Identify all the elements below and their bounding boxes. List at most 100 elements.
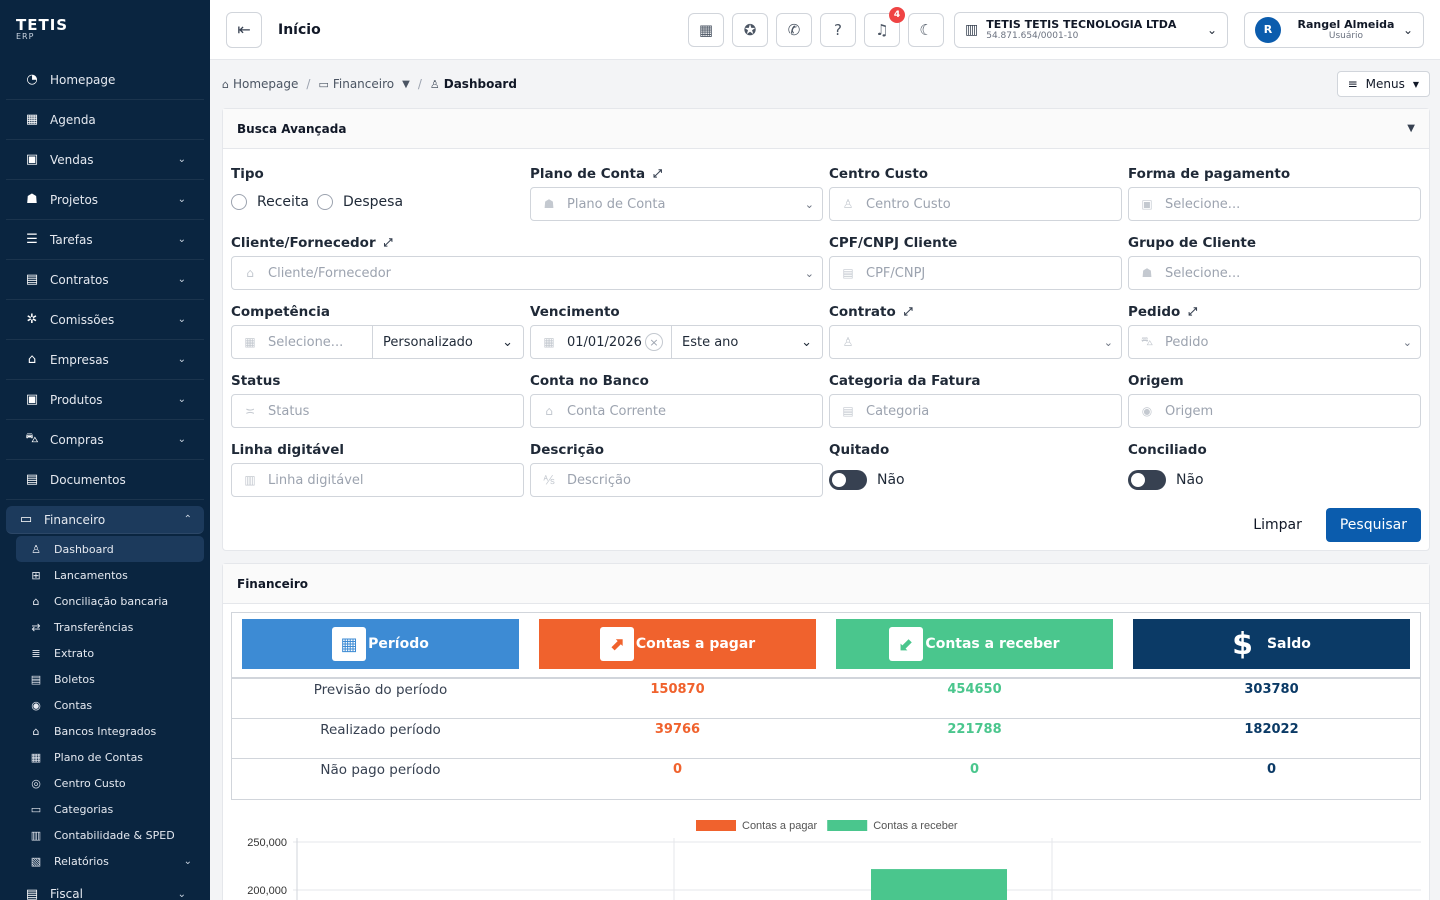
sidebar-subitem-relat-rios[interactable]: ▧ Relatórios ⌄ xyxy=(16,848,204,874)
legend-swatch xyxy=(696,820,736,831)
expand-icon[interactable]: ⤢ xyxy=(1188,305,1198,318)
field-label: Forma de pagamento xyxy=(1128,166,1291,182)
field-centro-custo: Centro Custo ♙ Centro Custo xyxy=(829,161,1122,230)
sidebar-subitem-centro-custo[interactable]: ◎ Centro Custo xyxy=(16,770,204,796)
competencia-date-input[interactable]: ▦ Selecione... xyxy=(232,326,373,358)
sidebar-subitem-lancamentos[interactable]: ⊞ Lancamentos xyxy=(16,562,204,588)
sidebar-item-vendas[interactable]: ▣ Vendas ⌄ xyxy=(6,140,204,180)
help-button[interactable]: ? xyxy=(820,12,856,47)
grupo-cliente-select[interactable]: ☗ Selecione... xyxy=(1128,256,1421,290)
field-conciliado: Conciliado Não xyxy=(1128,437,1421,506)
legend-swatch xyxy=(827,820,868,831)
field-label: Centro Custo xyxy=(829,166,929,182)
home-icon: ⌂ xyxy=(222,77,229,91)
field-cliente-fornecedor: Cliente/Fornecedor ⤢ ⌂ Cliente/Fornecedor ⌄ xyxy=(231,230,823,299)
plano-conta-select[interactable]: ☗ Plano de Conta ⌄ xyxy=(530,187,823,221)
sidebar-item-comiss-es[interactable]: ✲ Comissões ⌄ xyxy=(6,300,204,340)
advanced-search-header[interactable]: Busca Avançada ▼ xyxy=(223,109,1429,149)
company-selector[interactable]: ▥ TETIS TETIS TECNOLOGIA LTDA 54.871.654… xyxy=(954,11,1228,48)
expand-icon[interactable]: ⤢ xyxy=(903,305,913,318)
sidebar-subitem-bancos-integrados[interactable]: ⌂ Bancos Integrados xyxy=(16,718,204,744)
vencimento-date-input[interactable]: ▦ 01/01/2026 × xyxy=(531,326,672,358)
sidebar-item-projetos[interactable]: ☗ Projetos ⌄ xyxy=(6,180,204,220)
text-icon: ⅍ xyxy=(543,473,555,487)
barcode-icon: ▥ xyxy=(244,473,256,487)
breadcrumb-section[interactable]: Financeiro xyxy=(332,77,395,91)
sidebar-subitem-transfer-ncias[interactable]: ⇄ Transferências xyxy=(16,614,204,640)
sidebar-subitem-concilia-o-bancaria[interactable]: ⌂ Conciliação bancaria xyxy=(16,588,204,614)
sidebar-subitem-extrato[interactable]: ≣ Extrato xyxy=(16,640,204,666)
status-select[interactable]: ≍ Status xyxy=(231,394,524,428)
dashboard-icon: ◔ xyxy=(26,72,38,87)
sidebar-item-agenda[interactable]: ▦ Agenda xyxy=(6,100,204,140)
pedido-select[interactable]: ⛍ Pedido ⌄ xyxy=(1128,325,1421,359)
vencimento-mode-select[interactable]: Este ano ⌄ xyxy=(672,326,822,358)
selected-value: Personalizado xyxy=(383,334,473,350)
sidebar-item-empresas[interactable]: ⌂ Empresas ⌄ xyxy=(6,340,204,380)
field-label: Linha digitável xyxy=(231,442,344,458)
wallet-icon: ◉ xyxy=(31,698,41,712)
categoria-select[interactable]: ▤ Categoria xyxy=(829,394,1122,428)
sidebar-subitem-label: Contas xyxy=(54,698,93,712)
moon-icon: ☾ xyxy=(919,20,933,39)
sidebar-item-fiscal[interactable]: ▤ Fiscal ⌄ xyxy=(6,874,204,900)
sidebar-subitem-boletos[interactable]: ▤ Boletos xyxy=(16,666,204,692)
chevron-up-icon: ⌃ xyxy=(183,514,192,525)
sidebar-subitem-label: Contabilidade & SPED xyxy=(54,828,175,842)
cliente-fornecedor-select[interactable]: ⌂ Cliente/Fornecedor ⌄ xyxy=(231,256,823,290)
radio-receita[interactable] xyxy=(231,194,247,210)
value-saldo: 0 xyxy=(1266,762,1277,777)
centro-custo-input[interactable]: ♙ Centro Custo xyxy=(829,187,1122,221)
radio-despesa[interactable] xyxy=(316,194,333,210)
competencia-mode-select[interactable]: Personalizado ⌄ xyxy=(373,326,523,358)
breadcrumb-home[interactable]: Homepage xyxy=(232,77,299,91)
tile-label: Período xyxy=(368,636,429,652)
theme-toggle-button[interactable]: ☾ xyxy=(908,12,944,47)
whatsapp-button[interactable]: ✆ xyxy=(776,12,812,47)
target-icon: ◎ xyxy=(31,776,41,790)
contrato-select[interactable]: ♙ ⌄ xyxy=(829,325,1122,359)
chevron-down-icon: ⌄ xyxy=(804,266,814,280)
clear-icon[interactable]: × xyxy=(645,333,663,351)
sidebar-item-produtos[interactable]: ▣ Produtos ⌄ xyxy=(6,380,204,420)
conta-banco-select[interactable]: ⌂ Conta Corrente xyxy=(530,394,823,428)
search-button[interactable]: Pesquisar xyxy=(1325,508,1421,542)
collapse-sidebar-button[interactable]: ⇤ xyxy=(226,11,262,48)
whatsapp-icon: ✆ xyxy=(787,20,801,39)
placeholder: Descrição xyxy=(567,472,631,488)
chevron-down-icon: ⌄ xyxy=(177,434,186,445)
tile-contas-pagar: ⬈ Contas a pagar xyxy=(539,619,816,669)
badge-check-button[interactable]: ✪ xyxy=(732,12,768,47)
caret-down-icon[interactable]: ▼ xyxy=(402,78,410,90)
origem-select[interactable]: ◉ Origem xyxy=(1128,394,1421,428)
sidebar-subitem-categorias[interactable]: ▭ Categorias xyxy=(16,796,204,822)
brand-logo[interactable]: TETIS ERP xyxy=(0,0,210,60)
calendar-button[interactable]: ▦ xyxy=(688,12,724,47)
document-icon: ▤ xyxy=(25,272,39,287)
field-label: Conta no Banco xyxy=(530,373,649,389)
linha-digitavel-input[interactable]: ▥ Linha digitável xyxy=(231,463,524,497)
descricao-input[interactable]: ⅍ Descrição xyxy=(530,463,823,497)
sidebar-subitem-label: Plano de Contas xyxy=(54,750,144,764)
user-name: Rangel Almeida xyxy=(1297,18,1395,31)
expand-icon[interactable]: ⤢ xyxy=(653,167,662,180)
sidebar-subitem-dashboard[interactable]: ♙ Dashboard xyxy=(16,536,204,562)
sidebar-subitem-contas[interactable]: ◉ Contas xyxy=(16,692,204,718)
expand-icon[interactable]: ⤢ xyxy=(383,236,393,249)
user-menu[interactable]: R Rangel Almeida Usuário ⌄ xyxy=(1244,11,1424,48)
quitado-toggle[interactable] xyxy=(829,470,867,490)
sidebar-subitem-contabilidade-sped[interactable]: ▥ Contabilidade & SPED xyxy=(16,822,204,848)
forma-pagamento-select[interactable]: ▣ Selecione... xyxy=(1128,187,1421,221)
sidebar-item-compras[interactable]: ⛍ Compras ⌄ xyxy=(6,420,204,460)
clear-button[interactable]: Limpar xyxy=(1253,517,1302,533)
cpf-cnpj-input[interactable]: ▤ CPF/CNPJ xyxy=(829,256,1122,290)
notifications-button[interactable]: ♫ 4 xyxy=(864,6,905,47)
sidebar-item-contratos[interactable]: ▤ Contratos ⌄ xyxy=(6,260,204,300)
sidebar-item-documentos[interactable]: ▤ Documentos xyxy=(6,460,204,500)
sidebar-item-homepage[interactable]: ◔ Homepage xyxy=(6,60,204,100)
conciliado-toggle[interactable] xyxy=(1128,470,1166,490)
menus-button[interactable]: ≡ Menus ▼ xyxy=(1336,71,1430,97)
sidebar-item-financeiro[interactable]: ▭ Financeiro ⌃ xyxy=(6,506,204,534)
sidebar-subitem-plano-de-contas[interactable]: ▦ Plano de Contas xyxy=(16,744,204,770)
sidebar-item-tarefas[interactable]: ☰ Tarefas ⌄ xyxy=(6,220,204,260)
